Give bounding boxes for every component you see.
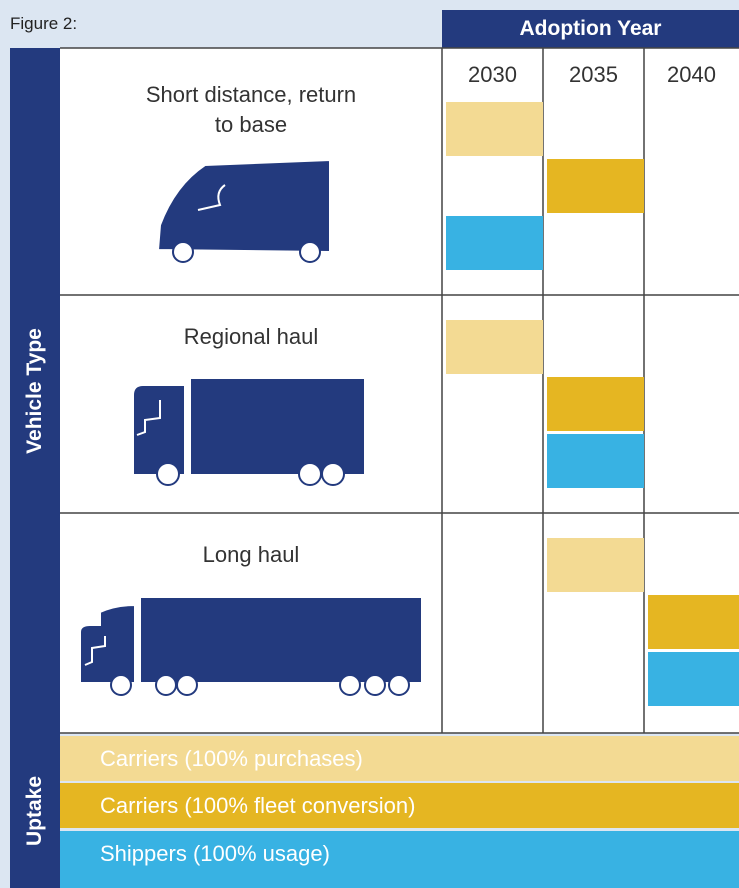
column-header: Adoption Year (442, 10, 739, 48)
uptake-bar (648, 652, 739, 706)
year-label: 2030 (468, 62, 517, 87)
uptake-bar (446, 102, 543, 156)
uptake-bar (547, 377, 644, 431)
regional-truck-icon (132, 377, 366, 486)
legend-item: Shippers (100% usage) (60, 831, 739, 888)
uptake-bar (446, 320, 543, 374)
long-haul-truck-icon (79, 596, 423, 696)
row-label: Regional haul (183, 324, 319, 349)
uptake-header: Uptake (10, 733, 60, 888)
row-label: Long haul (202, 542, 300, 567)
row-label: Short distance, return to base (145, 82, 357, 137)
year-label: 2035 (569, 62, 618, 87)
van-icon (156, 158, 331, 263)
legend-item: Carriers (100% purchases) (60, 736, 739, 781)
figure-label: Figure 2: (10, 14, 78, 33)
uptake-bar (547, 159, 644, 213)
row-header: Vehicle Type (10, 48, 60, 733)
legend-item: Carriers (100% fleet conversion) (60, 783, 739, 828)
uptake-bar (547, 434, 644, 488)
uptake-bar (446, 216, 543, 270)
uptake-bar (547, 538, 644, 592)
year-label: 2040 (667, 62, 716, 87)
uptake-bar (648, 595, 739, 649)
